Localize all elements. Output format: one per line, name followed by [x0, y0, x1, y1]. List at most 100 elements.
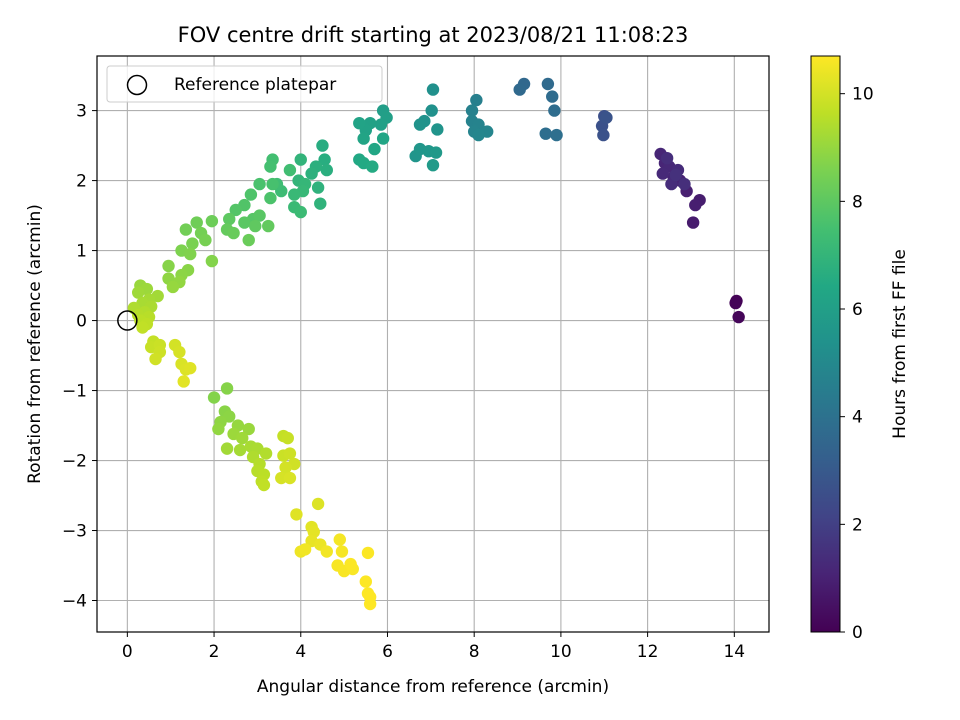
data-point [550, 128, 563, 142]
data-point [546, 90, 559, 103]
data-point [179, 223, 193, 236]
data-point [316, 139, 329, 152]
data-point [294, 153, 307, 166]
data-point [318, 153, 331, 166]
data-point [257, 478, 271, 492]
data-point [283, 447, 297, 460]
data-point [264, 160, 277, 173]
data-point [311, 497, 325, 511]
data-point [541, 77, 555, 91]
colorbar-tick-label: 6 [852, 300, 863, 320]
y-tick-label: −3 [62, 522, 87, 542]
data-point [374, 118, 388, 131]
data-point [539, 127, 552, 140]
legend: Reference platepar [106, 65, 383, 103]
x-axis-label: Angular distance from reference (arcmin) [257, 677, 609, 697]
x-tick-label: 4 [295, 642, 306, 662]
data-point [259, 447, 273, 460]
data-point [298, 543, 312, 556]
data-point [281, 431, 294, 445]
data-point [333, 533, 346, 546]
y-tick-label: −1 [62, 382, 87, 402]
y-tick-label: −2 [62, 452, 87, 472]
data-points [117, 77, 745, 611]
colorbar-tick-label: 4 [852, 408, 863, 428]
x-tick-label: 12 [637, 642, 659, 662]
data-point [283, 163, 297, 177]
y-axis-ticks: −4 −3 −2 −1 0 1 2 3 [62, 102, 97, 612]
data-point [660, 151, 674, 165]
data-point [233, 443, 247, 457]
data-point [253, 209, 266, 222]
x-tick-label: 0 [122, 642, 133, 662]
data-point [368, 142, 381, 156]
data-point [294, 205, 307, 219]
data-point [686, 216, 700, 229]
data-point [656, 167, 669, 180]
data-point [283, 471, 297, 485]
data-point [320, 545, 333, 558]
data-point [376, 132, 390, 145]
data-point [470, 93, 483, 107]
data-point [678, 177, 691, 191]
y-tick-label: 3 [76, 102, 87, 122]
x-tick-label: 2 [209, 642, 220, 662]
data-point [426, 158, 440, 172]
data-point [136, 321, 149, 334]
data-point [184, 247, 197, 261]
data-point [223, 212, 236, 226]
colorbar-tick-label: 10 [852, 85, 874, 105]
data-point [212, 422, 225, 436]
data-point [173, 345, 186, 359]
data-point [431, 123, 444, 136]
data-point [186, 237, 199, 250]
data-point [366, 160, 379, 173]
data-point [207, 391, 221, 404]
colorbar: 0 2 4 6 8 10 Hours from first FF file [810, 55, 910, 643]
y-tick-label: 2 [76, 172, 87, 192]
data-point [669, 168, 682, 182]
data-point [220, 382, 234, 395]
data-point [548, 104, 561, 117]
colorbar-tick-label: 8 [852, 192, 863, 212]
data-point [236, 431, 249, 445]
data-point [275, 471, 288, 485]
data-point [249, 219, 262, 233]
data-point [205, 214, 219, 228]
data-point [253, 177, 266, 191]
data-point [149, 352, 162, 366]
x-tick-label: 8 [469, 642, 480, 662]
data-point [413, 118, 427, 131]
legend-marker-hollow-circle [126, 74, 148, 96]
data-point [429, 146, 443, 159]
data-point [314, 197, 327, 210]
data-point [426, 83, 440, 96]
data-point [320, 163, 333, 177]
data-point [465, 104, 479, 117]
x-tick-label: 6 [382, 642, 393, 662]
chart-title: FOV centre drift starting at 2023/08/21 … [178, 23, 689, 47]
y-axis-label: Rotation from reference (arcmin) [25, 204, 45, 484]
data-point [205, 254, 219, 268]
data-point [305, 167, 318, 180]
data-point [689, 198, 702, 212]
data-point [262, 219, 275, 233]
data-point [290, 508, 303, 521]
data-point [335, 545, 349, 558]
data-point [220, 442, 234, 455]
data-point [166, 280, 180, 294]
y-tick-label: −4 [62, 592, 87, 612]
legend-label: Reference platepar [174, 75, 336, 95]
data-point [361, 546, 375, 560]
data-point [472, 128, 485, 142]
data-point [729, 296, 742, 310]
data-point [344, 557, 357, 571]
data-point [425, 104, 438, 117]
data-point [513, 83, 526, 96]
data-point [190, 216, 203, 229]
x-tick-label: 10 [550, 642, 572, 662]
colorbar-tick-label: 2 [852, 515, 863, 535]
data-point [131, 286, 145, 299]
data-point [266, 177, 279, 191]
colorbar-tick-label: 0 [852, 623, 863, 643]
